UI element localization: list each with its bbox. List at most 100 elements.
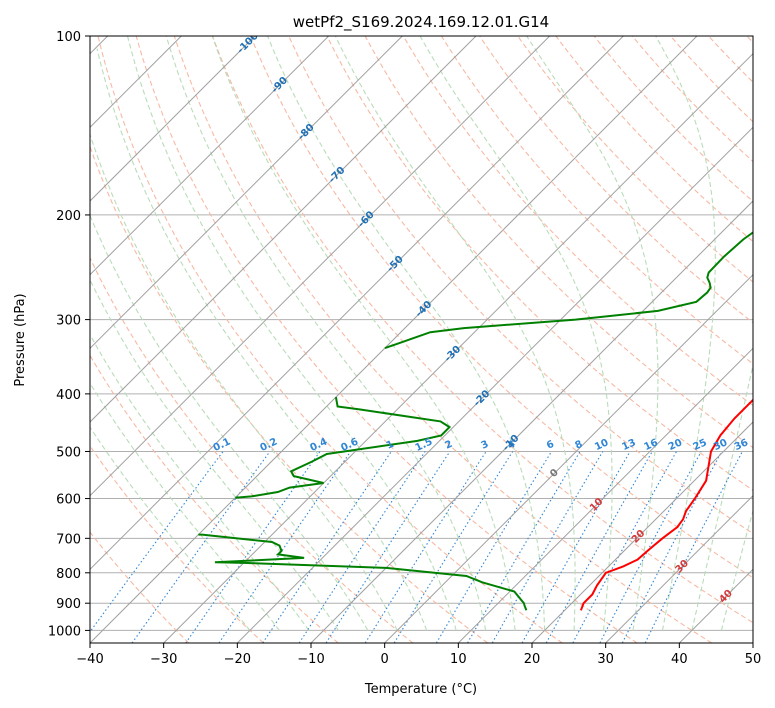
mixing-ratio-line xyxy=(545,451,653,643)
moist-adiabat xyxy=(90,213,369,631)
y-tick-label: 200 xyxy=(56,209,81,224)
y-tick-label: 300 xyxy=(56,314,81,329)
mixing-ratio-label: 3 xyxy=(480,439,491,452)
y-tick-label: 400 xyxy=(56,388,81,403)
dry-adiabat xyxy=(326,36,753,491)
x-tick-label: 50 xyxy=(745,652,762,667)
dry-adiabat xyxy=(90,531,190,643)
isotherm-line xyxy=(457,347,753,643)
dry-adiabat xyxy=(211,36,753,624)
moist-adiabat xyxy=(90,278,339,631)
temperature-line xyxy=(579,398,753,611)
y-tick-label: 100 xyxy=(56,30,81,45)
moist-adiabat xyxy=(334,36,576,631)
isotherm-line xyxy=(90,36,477,423)
mixing-ratio-line xyxy=(218,451,352,643)
mixing-ratio-line xyxy=(131,451,271,643)
moist-adiabat xyxy=(526,36,659,631)
x-tick-label: 0 xyxy=(381,652,389,667)
y-tick-label: 800 xyxy=(56,567,81,582)
y-axis-label: Pressure (hPa) xyxy=(13,293,28,386)
y-tick-label: 900 xyxy=(56,597,81,612)
isotherm-line xyxy=(90,36,698,643)
x-tick-label: −40 xyxy=(76,652,103,667)
isotherm-line xyxy=(90,36,624,571)
moist-adiabat xyxy=(267,36,546,631)
isotherm-line xyxy=(90,36,403,350)
dry-adiabat xyxy=(517,36,753,283)
mixing-ratio-label: 4 xyxy=(506,439,517,452)
mixing-ratio-line xyxy=(90,451,224,633)
mixing-ratio-label: 36 xyxy=(733,437,750,453)
isotherm-line xyxy=(90,36,551,497)
moist-adiabat xyxy=(211,36,516,631)
mixing-ratio-line xyxy=(572,451,677,643)
dry-adiabat xyxy=(250,36,753,579)
x-tick-label: −20 xyxy=(224,652,251,667)
y-tick-label: 500 xyxy=(56,445,81,460)
isotherm-line xyxy=(90,36,330,276)
moist-adiabat xyxy=(419,36,613,631)
dry-adiabat xyxy=(173,36,712,643)
y-tick-label: 1000 xyxy=(48,624,81,639)
dry-adiabat xyxy=(97,36,563,643)
mixing-ratio-line xyxy=(262,451,392,643)
mixing-ratio-line xyxy=(325,451,451,643)
x-tick-label: 20 xyxy=(524,652,541,667)
mixing-ratio-label: 6 xyxy=(545,439,556,452)
x-tick-label: 30 xyxy=(597,652,614,667)
mixing-ratio-label: 2 xyxy=(443,439,454,452)
moist-adiabat xyxy=(126,36,457,631)
dry-adiabat xyxy=(402,36,753,407)
mixing-ratio-line xyxy=(435,451,552,643)
moist-adiabat xyxy=(90,333,310,631)
mixing-ratio-line xyxy=(599,451,702,643)
moist-adiabat xyxy=(691,362,753,631)
isotherm-line xyxy=(310,200,753,643)
mixing-ratio-label: 10 xyxy=(593,437,610,453)
plot-frame xyxy=(89,35,754,644)
dewpoint-line xyxy=(235,396,452,499)
mixing-ratio-label: 13 xyxy=(620,437,637,453)
profile-lines xyxy=(198,231,753,611)
x-tick-label: −10 xyxy=(297,652,324,667)
dry-adiabat xyxy=(90,145,488,643)
dewpoint-line xyxy=(384,231,753,350)
isotherm-line xyxy=(384,273,753,643)
dry-adiabat xyxy=(440,36,753,365)
moist-adiabat xyxy=(90,426,251,631)
dry-adiabat xyxy=(135,36,638,643)
moist-adiabat xyxy=(96,48,428,631)
dry-adiabat xyxy=(288,36,753,535)
mixing-ratio-line xyxy=(298,451,426,643)
mixing-ratio-label: 8 xyxy=(574,439,585,452)
isotherm-line xyxy=(90,36,256,202)
chart-title: wetPf2_S169.2024.169.12.01.G14 xyxy=(293,13,549,32)
x-tick-label: 10 xyxy=(450,652,467,667)
dry-adiabat xyxy=(593,36,753,203)
x-tick-label: −30 xyxy=(150,652,177,667)
y-tick-label: 700 xyxy=(56,532,81,547)
mixing-ratio-label: 30 xyxy=(712,437,729,453)
mixing-ratio-label: 20 xyxy=(667,437,684,453)
moist-adiabat xyxy=(90,382,280,631)
moist-adiabat xyxy=(720,508,753,631)
isotherm-line xyxy=(531,421,753,643)
mixing-ratio-label: 25 xyxy=(691,437,708,453)
x-axis-label: Temperature (°C) xyxy=(364,682,477,697)
dry-adiabat xyxy=(90,354,339,643)
isotherm-line xyxy=(236,126,753,643)
x-tick-label: 40 xyxy=(671,652,688,667)
dry-adiabat xyxy=(479,36,753,324)
dry-adiabat xyxy=(90,256,414,643)
isotherm-line xyxy=(605,494,753,643)
moist-adiabat xyxy=(165,36,487,631)
mixing-ratio-line xyxy=(185,451,321,643)
y-tick-label: 600 xyxy=(56,493,81,508)
axis-ticks: −40 −30 −20 −10 0 10 20 30 40 50 100 200 300 400 500 60… xyxy=(48,30,761,667)
dewpoint-line xyxy=(198,533,528,611)
mixing-ratio-label: 16 xyxy=(643,437,660,453)
